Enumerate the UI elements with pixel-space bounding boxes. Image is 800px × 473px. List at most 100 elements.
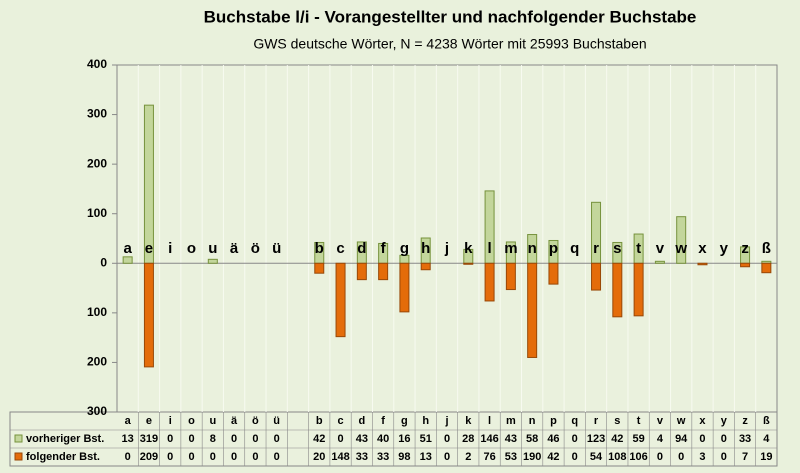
bar [612,262,623,318]
y-tick-label: 200 [87,156,107,170]
table-value: 46 [547,433,559,445]
category-label: p [549,240,558,257]
table-value: 59 [632,433,644,445]
table-value: 4 [763,433,770,445]
category-label: q [570,240,579,257]
x-tick-label: h [422,415,429,427]
category-label: y [720,240,729,257]
table-value: 8 [210,433,216,445]
category-label: o [187,240,196,257]
y-tick-label: 100 [87,305,107,319]
table-value: 0 [444,451,450,463]
table-value: 0 [572,451,578,463]
bar [207,258,218,264]
x-tick-label: e [146,415,152,427]
table-value: 98 [398,451,410,463]
category-label: b [315,240,324,257]
table-value: 0 [721,451,727,463]
table-value: 0 [231,451,237,463]
y-tick-label: 400 [87,57,107,71]
table-value: 42 [313,433,325,445]
category-label: g [400,240,409,257]
plot-area [116,64,778,413]
bar [548,262,559,285]
table-value: 33 [739,433,751,445]
bar [356,262,367,281]
table-value: 0 [444,433,450,445]
legend-swatch [14,434,23,443]
table-value: 0 [274,451,280,463]
x-tick-label: m [506,415,516,427]
table-value: 0 [188,451,194,463]
x-tick-label: l [488,415,491,427]
category-label: v [656,240,665,257]
y-tick-label: 100 [87,206,107,220]
category-label: c [336,240,344,257]
table-value: 190 [523,451,541,463]
bar [484,262,495,302]
x-tick-label: q [571,415,578,427]
table-value: 33 [377,451,389,463]
bar [335,262,346,338]
table-value: 42 [611,433,623,445]
table-value: 123 [587,433,605,445]
table-value: 0 [167,433,173,445]
category-label: l [487,240,491,257]
bar [740,262,751,268]
y-tick-label: 300 [87,107,107,121]
category-label: i [168,240,172,257]
table-value: 13 [420,451,432,463]
table-value: 0 [678,451,684,463]
table-value: 54 [590,451,603,463]
category-label: ä [230,240,239,257]
table-value: 33 [356,451,368,463]
table-value: 19 [760,451,772,463]
category-label: r [593,240,599,257]
category-label: u [208,240,217,257]
x-tick-label: z [742,415,748,427]
table-value: 76 [483,451,495,463]
bar [420,262,431,271]
category-label: w [674,240,687,257]
category-label: f [381,240,387,257]
x-tick-label: x [699,415,706,427]
bar [314,262,325,274]
table-value: 209 [140,451,158,463]
category-label: n [528,240,537,257]
table-value: 0 [231,433,237,445]
table-value: 94 [675,433,688,445]
x-tick-label: c [337,415,343,427]
category-label: h [421,240,430,257]
x-tick-label: s [614,415,620,427]
table-value: 106 [629,451,647,463]
table-value: 319 [140,433,158,445]
bar [122,256,133,264]
bar [761,262,772,274]
bar [676,216,687,264]
x-tick-label: b [316,415,323,427]
x-tick-label: ö [252,415,259,427]
x-tick-label: a [125,415,132,427]
category-label: t [636,240,641,257]
chart-subtitle: GWS deutsche Wörter, N = 4238 Wörter mit… [253,36,646,52]
y-tick-label: 300 [87,404,107,418]
bar [463,262,474,265]
y-tick-label: 0 [100,255,107,269]
x-tick-label: p [550,415,557,427]
table-value: 4 [657,433,664,445]
table-value: 0 [657,451,663,463]
bar [633,262,644,317]
table-value: 0 [188,433,194,445]
table-value: 7 [742,451,748,463]
table-value: 43 [356,433,368,445]
bar [378,262,389,281]
x-tick-label: v [657,415,664,427]
bar [527,262,538,358]
table-value: 58 [526,433,538,445]
table-value: 42 [547,451,559,463]
table-value: 51 [420,433,432,445]
x-tick-label: j [444,415,448,427]
x-tick-label: i [169,415,172,427]
x-tick-label: ü [273,415,280,427]
table-value: 0 [274,433,280,445]
